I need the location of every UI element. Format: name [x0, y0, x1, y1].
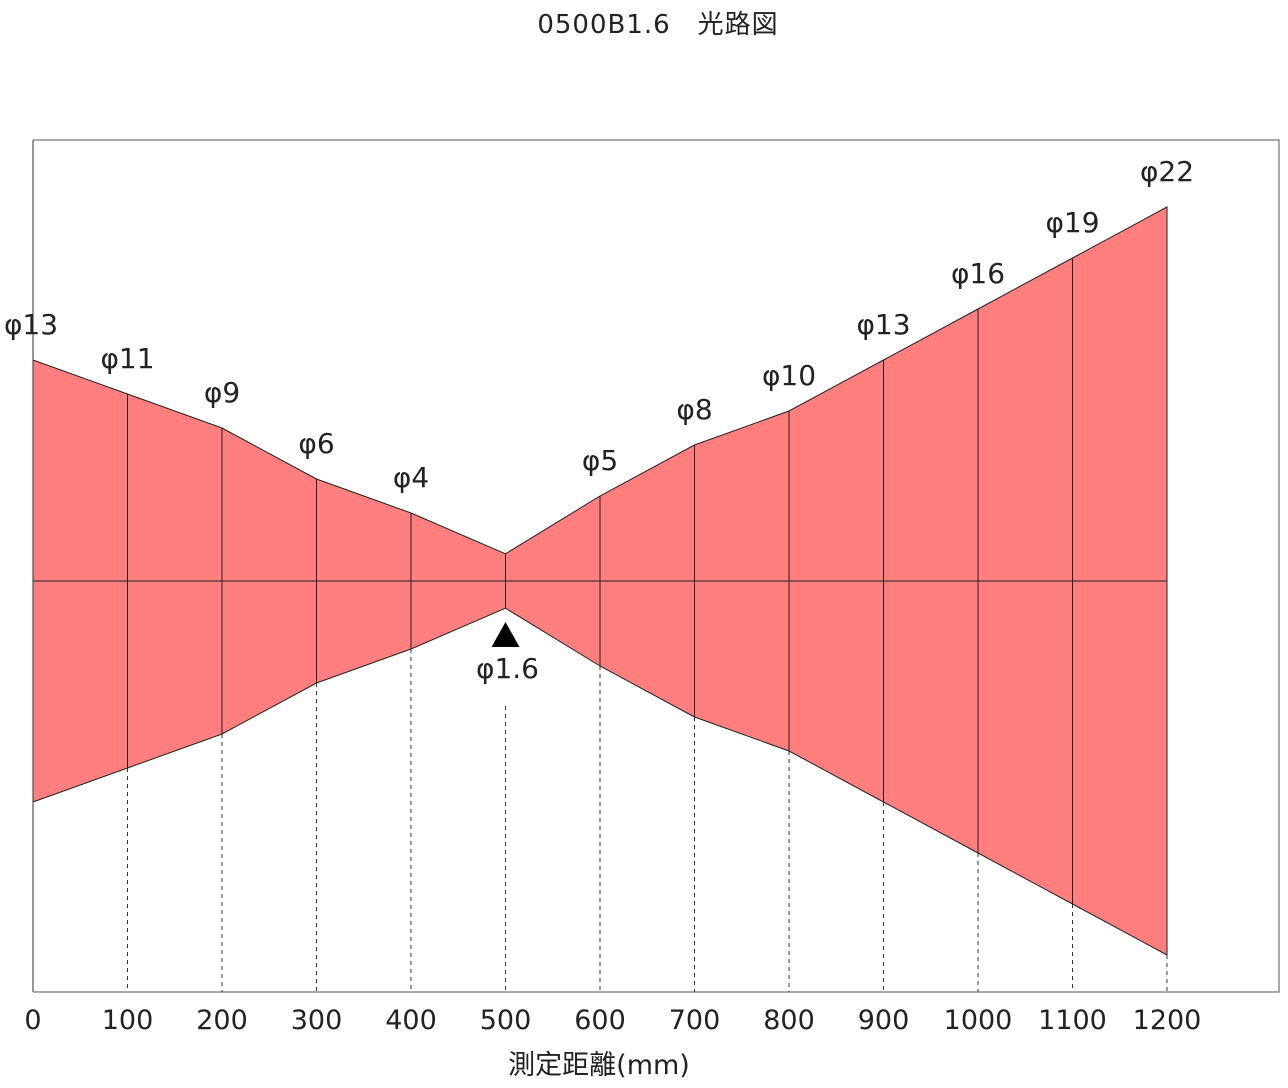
diameter-label: φ22 [1140, 155, 1194, 188]
x-tick-label: 600 [574, 1005, 626, 1036]
diameter-label: φ5 [582, 444, 618, 477]
x-tick-label: 100 [102, 1005, 154, 1036]
x-tick-label: 800 [763, 1005, 815, 1036]
diameter-label: φ4 [393, 461, 429, 494]
x-tick-label: 1200 [1133, 1005, 1202, 1036]
diameter-label: φ8 [676, 393, 712, 426]
x-tick-label: 700 [669, 1005, 721, 1036]
diameter-label: φ10 [762, 359, 816, 392]
diameter-label: φ11 [100, 342, 154, 375]
diameter-label: φ6 [298, 427, 334, 460]
x-tick-label: 0 [24, 1005, 41, 1036]
diameter-label: φ16 [951, 257, 1005, 290]
x-axis-title: 測定距離(mm) [508, 1050, 690, 1081]
x-tick-label: 500 [480, 1005, 532, 1036]
diameter-labels: φ13 φ11 φ9 φ6 φ4 φ5 φ8 φ10 φ13 φ16 φ19 φ22 φ1.6 [4, 155, 1194, 685]
diagram-title: 0500B1.6 光路図 [537, 10, 779, 40]
x-tick-label: 400 [385, 1005, 437, 1036]
x-tick-label: 300 [291, 1005, 343, 1036]
plot-frame [32, 139, 1280, 993]
x-tick-label: 900 [858, 1005, 910, 1036]
diameter-label: φ13 [4, 308, 58, 341]
x-tick-label: 1000 [944, 1005, 1013, 1036]
focus-label: φ1.6 [476, 652, 539, 685]
diameter-label: φ9 [204, 376, 240, 409]
diameter-label: φ19 [1045, 206, 1099, 239]
diameter-label: φ13 [856, 308, 910, 341]
x-axis-ticks: 0 100 200 300 400 500 600 700 800 900 1000 1100 1200 [24, 1005, 1201, 1036]
plot-border [33, 139, 1280, 993]
x-tick-label: 1100 [1038, 1005, 1107, 1036]
focus-marker-icon [491, 622, 520, 647]
x-tick-label: 200 [196, 1005, 248, 1036]
